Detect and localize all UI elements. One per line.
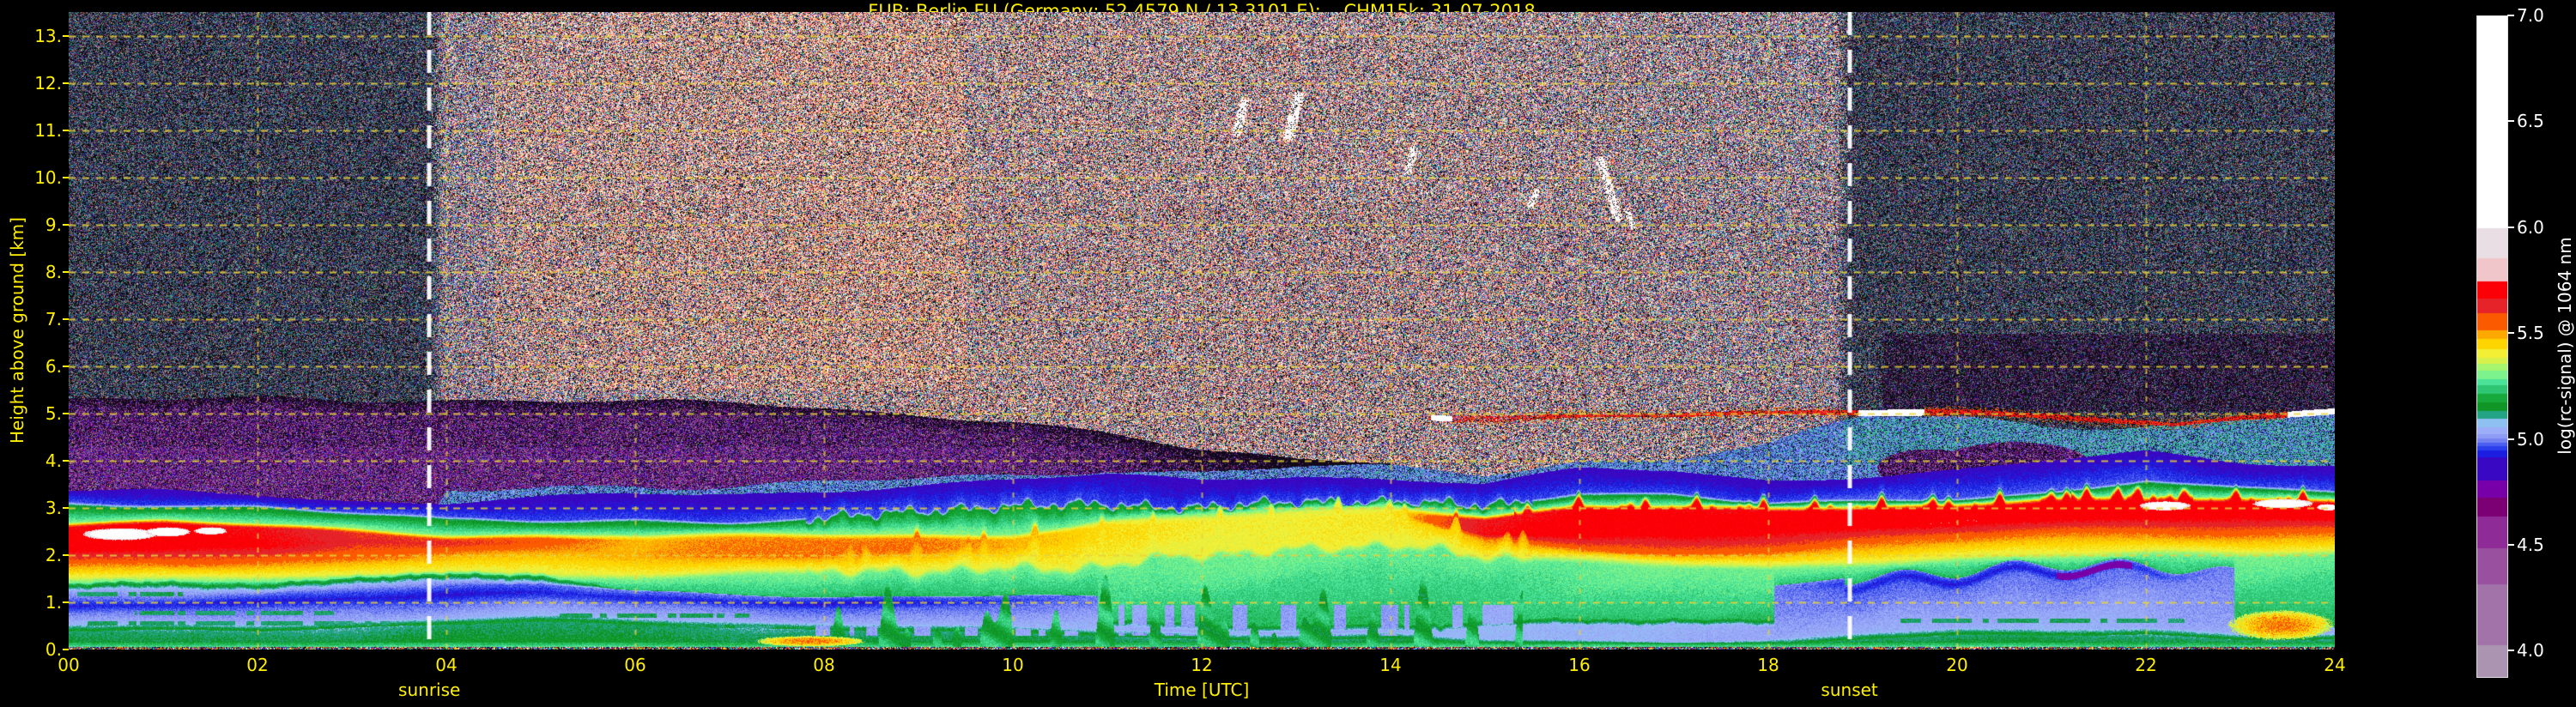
sunset-label: sunset bbox=[1821, 680, 1878, 700]
x-tick-label: 14 bbox=[1379, 655, 1402, 675]
colorbar-tick-label: 6.0 bbox=[2517, 216, 2544, 238]
sunrise-label: sunrise bbox=[398, 680, 461, 700]
colorbar-tick-label: 6.5 bbox=[2517, 111, 2544, 132]
y-tick-mark bbox=[63, 412, 69, 414]
colorbar-tick-label: 4.5 bbox=[2517, 534, 2544, 555]
x-tick-label: 18 bbox=[1757, 655, 1779, 675]
y-tick-mark bbox=[63, 317, 69, 320]
y-tick-mark bbox=[63, 223, 69, 226]
y-tick-mark bbox=[63, 270, 69, 273]
x-tick-label: 06 bbox=[624, 655, 646, 675]
y-tick-label: 10. bbox=[34, 166, 62, 188]
y-tick-mark bbox=[63, 553, 69, 556]
y-tick-label: 1. bbox=[45, 591, 62, 613]
x-axis-label: Time [UTC] bbox=[1154, 680, 1250, 700]
colorbar-tick-label: 7.0 bbox=[2517, 5, 2544, 26]
y-tick-label: 0. bbox=[45, 639, 62, 660]
y-tick-label: 11. bbox=[34, 119, 62, 141]
colorbar-tick-mark bbox=[2507, 332, 2514, 335]
y-tick-label: 13. bbox=[34, 25, 62, 46]
x-tick-label: 10 bbox=[1002, 655, 1024, 675]
colorbar-tick-label: 5.0 bbox=[2517, 428, 2544, 450]
colorbar-tick-mark bbox=[2507, 120, 2514, 123]
x-tick-label: 22 bbox=[2135, 655, 2157, 675]
colorbar-tick-mark bbox=[2507, 543, 2514, 546]
y-tick-label: 6. bbox=[45, 355, 62, 377]
y-tick-label: 7. bbox=[45, 308, 62, 329]
y-tick-label: 9. bbox=[45, 214, 62, 235]
y-tick-mark bbox=[63, 34, 69, 37]
colorbar-tick-mark bbox=[2507, 15, 2514, 16]
y-tick-mark bbox=[63, 649, 69, 650]
y-tick-mark bbox=[63, 129, 69, 131]
colorbar-tick-mark bbox=[2507, 650, 2514, 652]
y-tick-mark bbox=[63, 459, 69, 462]
y-tick-label: 5. bbox=[45, 402, 62, 424]
colorbar-tick-mark bbox=[2507, 438, 2514, 440]
y-tick-label: 3. bbox=[45, 497, 62, 518]
x-tick-label: 20 bbox=[1946, 655, 1968, 675]
y-tick-mark bbox=[63, 82, 69, 84]
colorbar-tick-mark bbox=[2507, 226, 2514, 228]
y-tick-label: 8. bbox=[45, 261, 62, 282]
x-tick-label: 08 bbox=[813, 655, 835, 675]
colorbar-gradient bbox=[2476, 15, 2508, 678]
y-tick-label: 12. bbox=[34, 72, 62, 94]
y-tick-label: 4. bbox=[45, 450, 62, 471]
x-tick-label: 24 bbox=[2324, 655, 2346, 675]
colorbar-axis-label: log(rc-signal) @ 1064 nm bbox=[2555, 237, 2575, 455]
y-tick-label: 2. bbox=[45, 544, 62, 565]
y-tick-mark bbox=[63, 176, 69, 178]
y-tick-mark bbox=[63, 365, 69, 367]
x-tick-label: 16 bbox=[1568, 655, 1591, 675]
colorbar-tick-label: 5.5 bbox=[2517, 323, 2544, 344]
colorbar-tick-label: 4.0 bbox=[2517, 640, 2544, 662]
x-tick-label: 00 bbox=[58, 655, 80, 675]
x-tick-label: 02 bbox=[246, 655, 269, 675]
x-tick-label: 12 bbox=[1191, 655, 1213, 675]
ceilometer-heatmap-canvas bbox=[69, 12, 2335, 650]
y-tick-mark bbox=[63, 506, 69, 509]
y-tick-mark bbox=[63, 601, 69, 603]
x-tick-label: 04 bbox=[435, 655, 458, 675]
